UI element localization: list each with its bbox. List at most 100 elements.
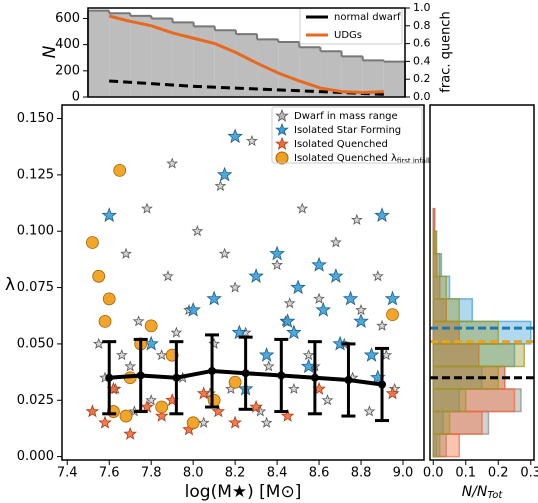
point [170,326,183,338]
y-tick-label: 0.075 [17,280,54,295]
legend-swatch [275,136,289,150]
point [120,247,132,259]
legend-label-main: Isolated Quenched λ [294,153,397,164]
point [302,349,315,361]
x-tick-label: 0.3 [520,466,538,481]
x-tick-label: 7.8 [141,466,162,481]
hist-bar [299,47,321,97]
point [332,335,348,351]
point [132,315,145,327]
y-tick-label: 0.025 [17,393,54,408]
axes-frame [61,104,425,461]
point [388,382,401,394]
point [376,319,388,331]
x-tick-label: 8.2 [225,466,246,481]
point [279,313,296,328]
point [98,314,112,328]
point [185,301,201,317]
legend-label: UDGs [334,30,362,41]
x-axis-label: N/NTot [462,484,504,501]
y2-tick-label: 0.0 [413,90,431,103]
point [218,247,231,259]
point [123,426,137,440]
hist-bar [383,61,405,97]
median-point [344,375,353,384]
hist-bar [88,10,110,98]
x-tick-label: 8.0 [183,466,204,481]
point [191,225,204,237]
point [384,290,401,306]
legend-label: normal dwarf [334,12,401,23]
legend-box [271,106,423,164]
y-axis-label: λ [5,275,15,295]
hist-bar [432,275,447,300]
point [85,404,100,418]
y2-tick-label: 0.4 [413,54,431,67]
point [286,324,302,340]
hist-bar [432,207,435,232]
median-point [310,373,319,382]
y2-tick-label: 1.0 [413,1,431,14]
point [287,382,300,394]
hist-bar [432,410,451,435]
point [353,313,369,328]
hist-bar [432,230,438,255]
point [227,128,243,144]
point [196,386,211,400]
median-point [277,371,286,380]
point [269,245,285,261]
y-tick-label: 200 [55,63,80,78]
point [116,349,128,361]
y-tick-label: 0.100 [17,224,54,239]
point [214,179,227,192]
point [141,202,153,214]
hist-bar [432,388,467,413]
point [166,157,178,169]
y-tick-label: 0.150 [17,111,54,126]
point [207,393,221,407]
point [290,279,306,295]
axes-frame [87,7,406,98]
x-tick-label: 0.0 [423,466,444,481]
point [206,290,222,306]
point [271,258,283,271]
point [86,236,99,249]
y2-axis-label: frac. quench [439,11,454,92]
hist-bar [109,13,131,98]
hist-bar [320,51,342,97]
point [258,347,275,362]
legend-label: Isolated Quenched [294,139,388,150]
point [98,415,112,429]
point [280,408,295,422]
point [155,349,168,361]
x-tick-label: 9.0 [393,466,414,481]
hist-bar [362,60,384,97]
median-point [136,371,145,380]
hist-bar [432,253,441,278]
point [162,270,174,282]
point [315,301,331,317]
legend-label-main: Isolated Star Forming [294,125,401,136]
legend-swatch [275,151,289,165]
legend-swatch [275,108,289,122]
x-tick-label: 0.2 [488,466,509,481]
legend-label-main: Isolated Quenched [294,139,388,150]
x-axis-label-main: N/N [462,484,488,500]
point [374,207,390,223]
y2-tick-label: 0.6 [413,37,431,50]
median-point [378,380,387,389]
median-point [172,373,181,382]
point [155,400,169,414]
hist-bar [172,22,194,98]
point [351,213,363,225]
hist-bar [432,298,460,323]
y-tick-label: 0.050 [17,336,54,351]
y-tick-label: 0 [72,90,80,105]
point [363,347,380,362]
legend-label-main: Dwarf in mass range [294,111,398,122]
point [140,399,154,413]
point [311,256,327,272]
point [249,399,263,413]
point [144,319,158,333]
